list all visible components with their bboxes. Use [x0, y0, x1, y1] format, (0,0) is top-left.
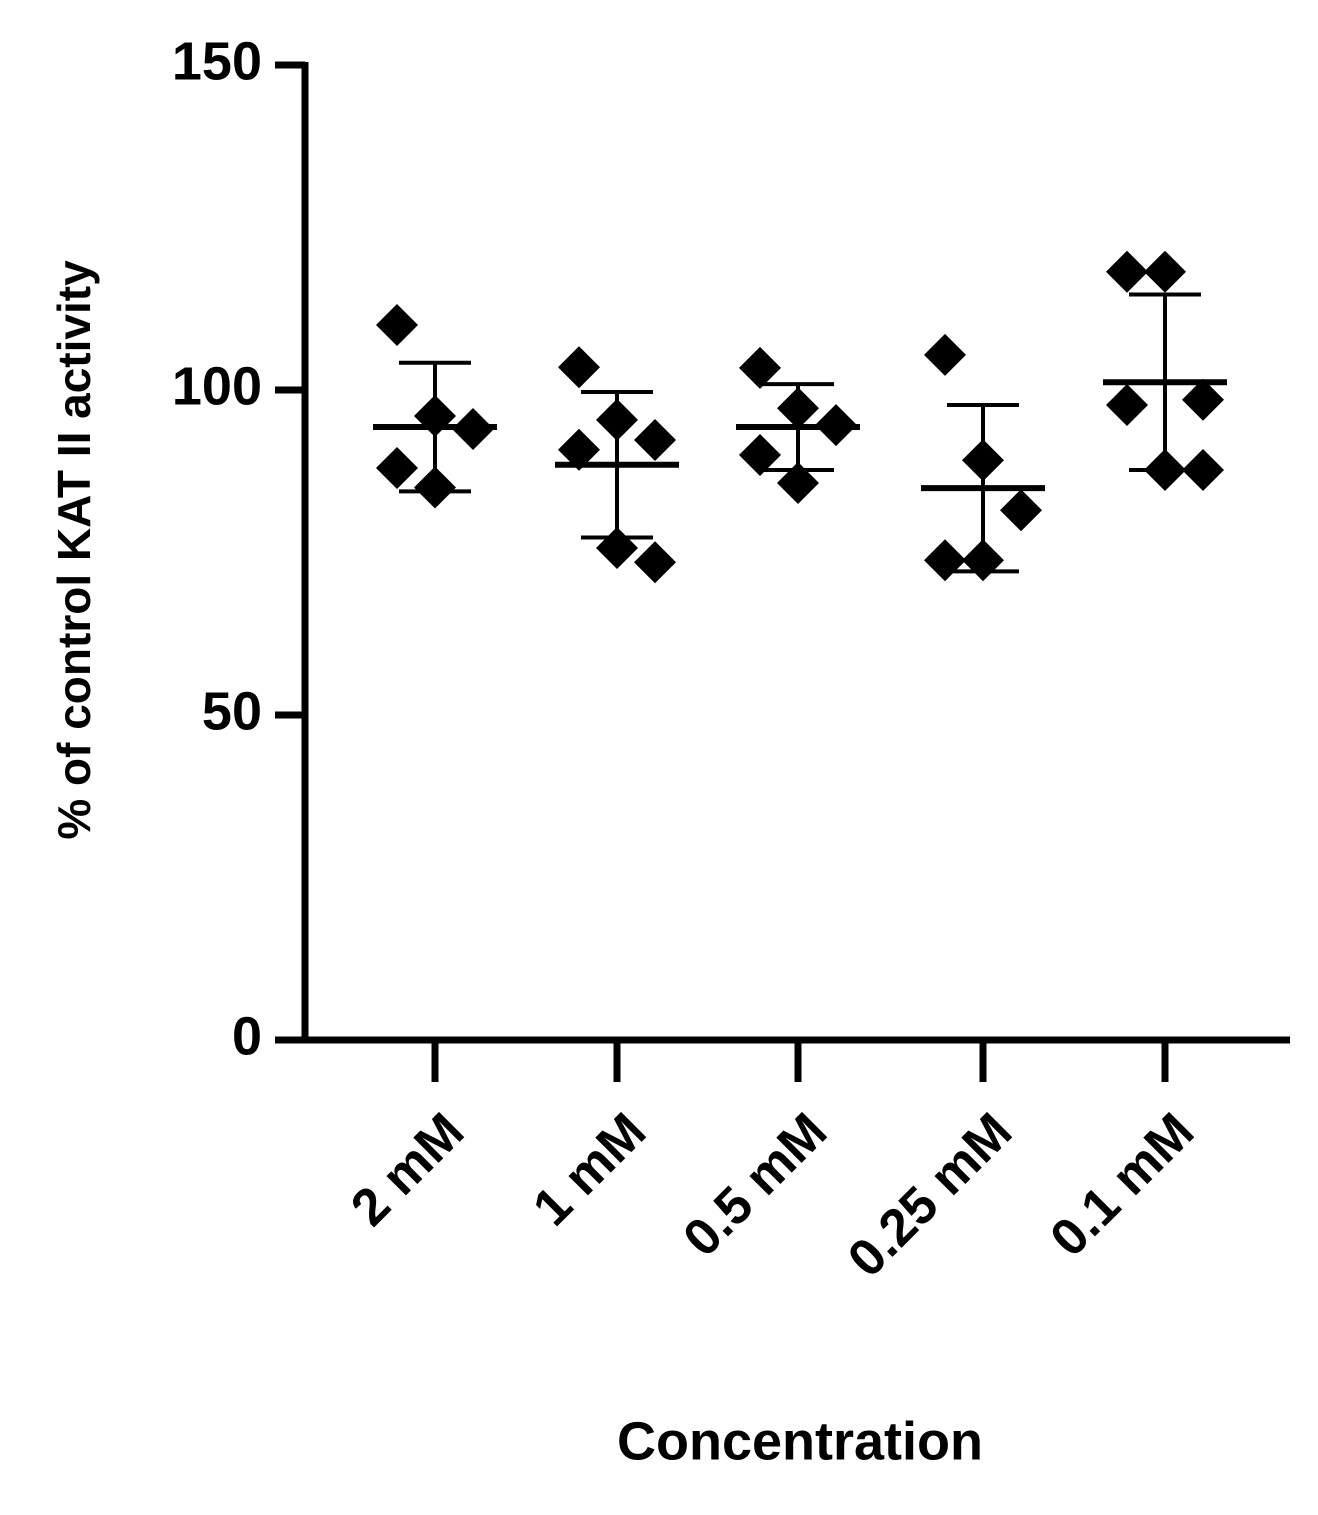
data-point	[634, 419, 676, 462]
data-point	[376, 447, 418, 489]
data-point	[739, 434, 781, 476]
x-tick-label: 1 mM	[522, 1102, 657, 1237]
data-point	[924, 539, 966, 582]
y-tick-label: 0	[232, 1006, 262, 1066]
data-point	[634, 541, 676, 584]
data-point	[1144, 448, 1186, 491]
data-point	[962, 439, 1004, 482]
data-point	[558, 428, 600, 471]
data-point	[739, 346, 781, 389]
data-point	[1000, 489, 1042, 532]
x-tick-label: 0.5 mM	[673, 1102, 839, 1268]
data-point	[376, 304, 418, 346]
x-axis-title: Concentration	[617, 1411, 983, 1471]
data-point	[414, 466, 456, 509]
x-tick-label: 0.25 mM	[837, 1102, 1023, 1288]
data-point	[962, 539, 1004, 582]
data-point	[1106, 250, 1148, 293]
data-point	[1182, 378, 1224, 421]
data-point	[414, 395, 456, 437]
data-point	[596, 398, 638, 441]
data-point	[558, 346, 600, 389]
x-tick-label: 2 mM	[340, 1102, 475, 1237]
y-tick-label: 50	[202, 681, 262, 741]
data-point	[924, 333, 966, 376]
data-point	[1106, 383, 1148, 426]
y-tick-label: 100	[172, 356, 262, 416]
data-point	[1144, 250, 1186, 293]
x-tick-label: 0.1 mM	[1040, 1102, 1206, 1268]
y-axis-title: % of control KAT II activity	[48, 260, 100, 840]
data-point	[777, 387, 819, 430]
data-point	[596, 526, 638, 569]
data-point	[777, 461, 819, 504]
y-tick-label: 150	[172, 31, 262, 91]
data-point	[1182, 448, 1224, 491]
